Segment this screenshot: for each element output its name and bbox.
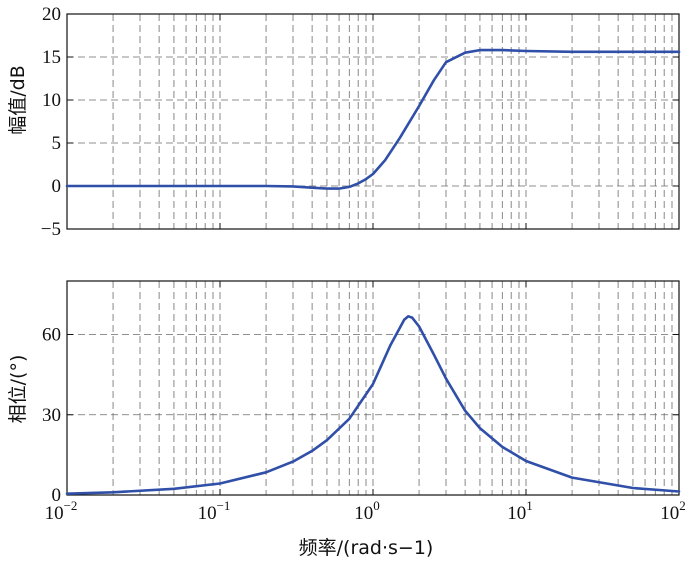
phase-ytick-label: 60 [42, 325, 61, 346]
phase-ylabel: 相位/(°) [7, 355, 29, 424]
phase-ytick-label: 30 [42, 405, 61, 426]
magnitude-ytick-label: −5 [41, 219, 61, 240]
phase-series-line [65, 314, 681, 496]
phase-xtick-label: 10−1 [198, 498, 231, 524]
magnitude-ytick-label: 20 [42, 4, 61, 25]
phase-panel: 0 30 60 10−2 10−1 100 101 102 [42, 280, 686, 524]
magnitude-series-line [65, 48, 681, 190]
magnitude-ytick-label: 5 [52, 133, 62, 154]
magnitude-ylabel: 幅值/dB [7, 65, 29, 135]
magnitude-ytick-label: 0 [52, 176, 62, 197]
magnitude-ytick-label: 10 [42, 90, 61, 111]
magnitude-ytick-label: 15 [42, 47, 61, 68]
phase-xtick-label: 102 [660, 498, 686, 524]
frequency-xlabel: 频率/(rad·s−1) [299, 537, 434, 559]
phase-ytick-label: 0 [52, 485, 62, 506]
phase-xtick-label: 10−2 [45, 498, 78, 524]
phase-xtick-label: 101 [507, 498, 533, 524]
phase-xtick-label: 100 [354, 498, 380, 524]
magnitude-panel: −5 0 5 10 15 20 [41, 4, 681, 240]
